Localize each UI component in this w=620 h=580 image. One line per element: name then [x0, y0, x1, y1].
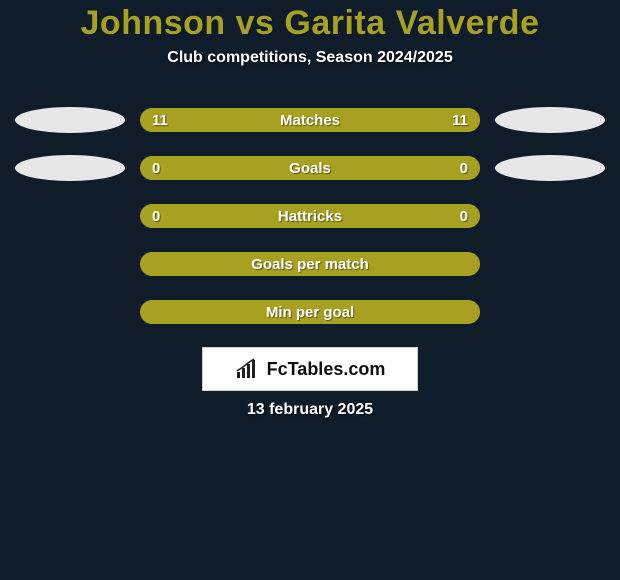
- stat-label: Matches: [280, 112, 340, 129]
- stat-left-value: 11: [152, 112, 168, 129]
- stat-row: Min per goal: [0, 299, 620, 325]
- stat-right-value: 11: [452, 112, 468, 129]
- stat-label: Min per goal: [266, 304, 354, 321]
- player-right-badge: [495, 155, 605, 181]
- stat-label: Hattricks: [278, 208, 342, 225]
- stat-bar: 0 Goals 0: [140, 156, 480, 180]
- player-left-badge: [15, 107, 125, 133]
- player-right-badge: [495, 251, 605, 277]
- stat-bar: 0 Hattricks 0: [140, 204, 480, 228]
- player-left-badge: [15, 203, 125, 229]
- stat-row: 0 Hattricks 0: [0, 203, 620, 229]
- stat-left-value: 0: [152, 160, 160, 177]
- stat-row: 0 Goals 0: [0, 155, 620, 181]
- player-right-badge: [495, 203, 605, 229]
- stat-label: Goals per match: [251, 256, 369, 273]
- date-text: 13 february 2025: [0, 401, 620, 419]
- brand-badge[interactable]: FcTables.com: [202, 347, 418, 391]
- stat-bar: Goals per match: [140, 252, 480, 276]
- stat-row: Goals per match: [0, 251, 620, 277]
- stat-label: Goals: [289, 160, 331, 177]
- page-title: Johnson vs Garita Valverde: [0, 4, 620, 43]
- player-right-badge: [495, 299, 605, 325]
- player-right-badge: [495, 107, 605, 133]
- player-left-badge: [15, 251, 125, 277]
- stat-right-value: 0: [460, 208, 468, 225]
- stat-bar: Min per goal: [140, 300, 480, 324]
- stat-left-value: 0: [152, 208, 160, 225]
- player-left-badge: [15, 299, 125, 325]
- bars-icon: [235, 358, 261, 380]
- stat-bar: 11 Matches 11: [140, 108, 480, 132]
- stat-right-value: 0: [460, 160, 468, 177]
- player-left-badge: [15, 155, 125, 181]
- widget-root: Johnson vs Garita Valverde Club competit…: [0, 0, 620, 419]
- subtitle: Club competitions, Season 2024/2025: [0, 49, 620, 67]
- stat-rows: 11 Matches 11 0 Goals 0 0 Hattricks 0 Goals per m…: [0, 107, 620, 325]
- brand-text: FcTables.com: [267, 359, 386, 380]
- stat-row: 11 Matches 11: [0, 107, 620, 133]
